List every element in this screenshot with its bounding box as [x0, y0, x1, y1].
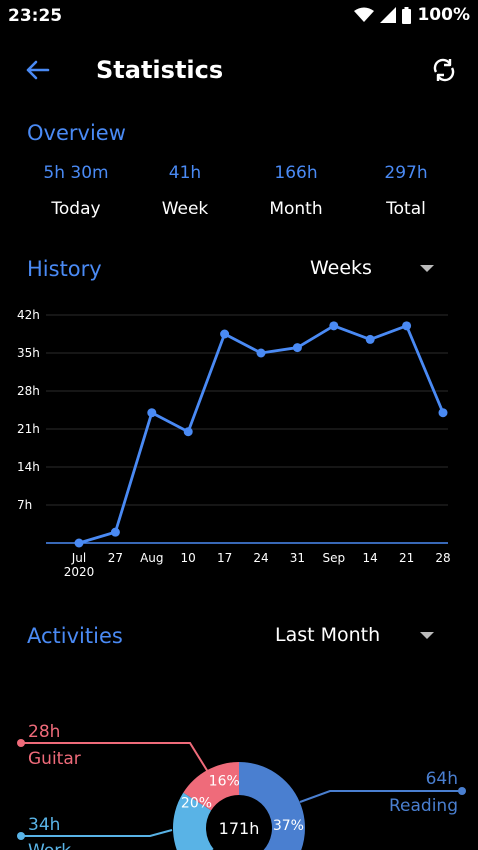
overview-week-label: Week — [161, 199, 209, 219]
data-point — [292, 343, 302, 353]
data-point — [256, 348, 266, 358]
data-point — [220, 329, 230, 339]
activities-period-dropdown[interactable]: Last Month — [275, 624, 434, 646]
work-hours-label: 34h — [28, 815, 60, 835]
overview-total-label: Total — [386, 199, 426, 219]
leader-dot-work — [17, 832, 25, 840]
data-point — [110, 527, 120, 537]
series-line — [78, 324, 445, 545]
dropdown-caret-icon — [420, 631, 434, 639]
overview-today-label: Today — [51, 199, 101, 219]
guitar-hours-label: 28h — [28, 722, 60, 742]
y-tick-label: 28h — [17, 384, 40, 398]
data-point — [329, 321, 339, 331]
reading-hours-label: 64h — [426, 769, 458, 789]
x-tick-label: 14 — [363, 551, 378, 565]
leader-line-work — [21, 829, 173, 837]
x-tick-label: 27 — [108, 551, 123, 565]
reading-name-label: Reading — [389, 796, 458, 816]
page-title: Statistics — [96, 56, 224, 84]
activities-donut-chart: 16% 20% 37% 171h 28h Guitar 34h Work 64h Reading — [17, 722, 466, 850]
x-tick-label: 10 — [181, 551, 196, 565]
guitar-name-label: Guitar — [28, 749, 81, 769]
overview-total-value: 297h — [384, 163, 428, 183]
x-tick-label: 2020 — [64, 565, 95, 579]
data-point — [365, 334, 375, 344]
x-tick-label: 28 — [435, 551, 450, 565]
overview-month-label: Month — [269, 199, 323, 219]
donut-center-label: 171h — [219, 819, 260, 838]
x-tick-label: Jul — [71, 551, 86, 565]
y-tick-label: 14h — [17, 460, 40, 474]
refresh-icon[interactable] — [428, 54, 460, 86]
work-name-label: Work — [28, 841, 71, 850]
x-tick-label: 24 — [253, 551, 268, 565]
data-point — [402, 321, 412, 331]
pie-slice-reading — [239, 762, 305, 850]
overview-week-value: 41h — [168, 163, 202, 183]
x-tick-label: Sep — [322, 551, 345, 565]
battery-percent: 100% — [417, 5, 470, 25]
history-period-value: Weeks — [310, 257, 372, 279]
overview-month-value: 166h — [274, 163, 318, 183]
activities-title: Activities — [27, 624, 123, 648]
leader-dot-reading — [458, 787, 466, 795]
x-tick-label: 21 — [399, 551, 414, 565]
data-point — [438, 408, 448, 418]
percent-label-reading: 37% — [273, 818, 304, 834]
overview-today-value: 5h 30m — [43, 163, 109, 183]
data-point — [74, 538, 84, 548]
battery-icon — [402, 6, 412, 24]
pie-slice-guitar — [183, 762, 239, 811]
y-tick-label: 35h — [17, 346, 40, 360]
activities-period-value: Last Month — [275, 624, 381, 646]
wifi-icon — [354, 7, 375, 22]
data-point — [183, 427, 193, 437]
history-period-dropdown[interactable]: Weeks — [310, 257, 434, 279]
signal-icon — [380, 7, 397, 23]
data-point — [147, 408, 157, 418]
percent-label-work: 20% — [181, 796, 212, 812]
status-icons: 100% — [354, 5, 470, 25]
leader-line-reading — [299, 790, 462, 803]
x-tick-label: 31 — [290, 551, 305, 565]
history-title: History — [27, 257, 102, 281]
y-tick-label: 42h — [17, 308, 40, 322]
x-tick-label: 17 — [217, 551, 232, 565]
y-tick-label: 7h — [17, 498, 32, 512]
x-tick-label: Aug — [140, 551, 163, 565]
back-arrow-icon[interactable] — [22, 54, 54, 86]
status-time: 23:25 — [8, 6, 63, 26]
pie-slice-work — [173, 792, 214, 850]
dropdown-caret-icon — [420, 264, 434, 272]
leader-line-guitar — [21, 742, 209, 773]
percent-label-guitar: 16% — [209, 774, 240, 790]
leader-dot-guitar — [17, 739, 25, 747]
overview-title: Overview — [27, 121, 126, 145]
y-tick-label: 21h — [17, 422, 40, 436]
